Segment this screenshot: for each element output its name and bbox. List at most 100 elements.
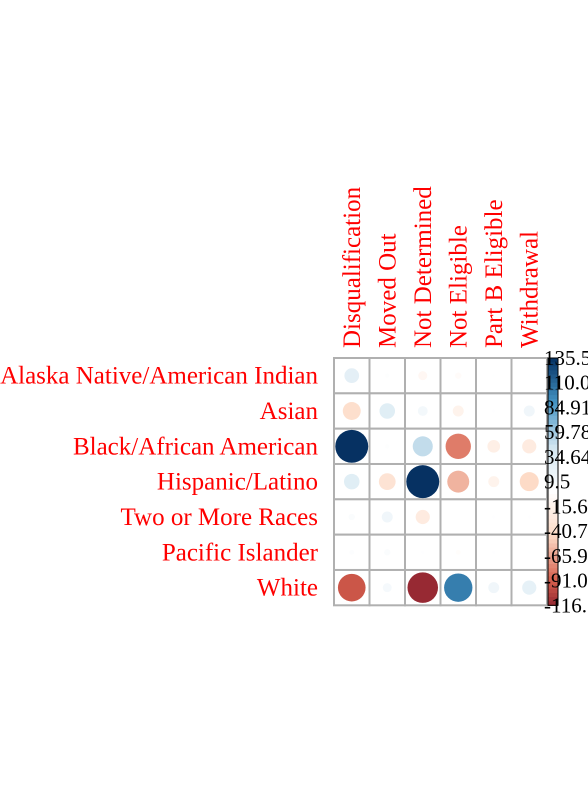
colorbar-segment bbox=[548, 440, 558, 446]
data-circle bbox=[349, 549, 355, 555]
row-label: White bbox=[257, 575, 318, 602]
colorbar-segment bbox=[548, 526, 558, 532]
column-labels: Disqualification Moved Out Not Determined N… bbox=[339, 186, 544, 348]
colorbar-segment bbox=[548, 481, 558, 487]
data-circle bbox=[445, 433, 471, 460]
row-label: Alaska Native/American Indian bbox=[0, 363, 318, 390]
colorbar-segment bbox=[548, 502, 558, 507]
row-labels: Alaska Native/American Indian Asian Black/… bbox=[0, 363, 319, 602]
data-circle bbox=[527, 515, 531, 519]
data-circle bbox=[418, 371, 428, 381]
colorbar-segment bbox=[548, 510, 558, 516]
colorbar-segment bbox=[548, 498, 558, 503]
data-circle bbox=[492, 550, 496, 554]
data-circle bbox=[407, 572, 439, 603]
data-circle bbox=[342, 402, 361, 420]
data-circle bbox=[421, 550, 425, 554]
colorbar-segment bbox=[548, 448, 558, 454]
colorbar-segment bbox=[548, 444, 558, 450]
data-circle bbox=[488, 582, 500, 594]
data-circle bbox=[384, 549, 391, 556]
colorbar-segment bbox=[548, 473, 558, 479]
colorbar-segment bbox=[548, 535, 558, 540]
data-circle bbox=[406, 465, 440, 499]
colorbar-segment bbox=[548, 465, 558, 470]
column-label: Disqualification bbox=[339, 186, 366, 348]
data-circle bbox=[343, 473, 360, 490]
data-circle bbox=[385, 444, 390, 449]
data-circle bbox=[379, 403, 396, 419]
column-label: Not Eligible bbox=[445, 225, 472, 348]
data-circle bbox=[444, 573, 473, 602]
grid-cell bbox=[475, 568, 513, 607]
row-label: Hispanic/Latino bbox=[157, 469, 318, 496]
data-circle bbox=[528, 374, 531, 377]
colorbar-segment bbox=[548, 423, 558, 429]
colorbar-segment bbox=[548, 374, 558, 380]
colorbar-segment bbox=[548, 580, 558, 586]
data-circle bbox=[348, 513, 355, 521]
column-label: Part B Eligible bbox=[481, 199, 508, 348]
colorbar-segment bbox=[548, 477, 558, 483]
data-circle bbox=[492, 515, 496, 519]
colorbar-segment bbox=[548, 419, 558, 425]
colorbar-tick-label: -15.6 bbox=[544, 494, 588, 518]
colorbar-segment bbox=[548, 399, 558, 404]
data-circle bbox=[382, 583, 392, 593]
colorbar-tick-label: 110.0 bbox=[544, 371, 588, 395]
colorbar-tick-label: -116. bbox=[544, 593, 587, 617]
colorbar-segment bbox=[548, 362, 558, 367]
column-label: Not Determined bbox=[410, 186, 437, 348]
row-label: Black/African American bbox=[73, 433, 319, 460]
row-label: Asian bbox=[260, 398, 319, 425]
colorbar-segment bbox=[548, 469, 558, 475]
colorbar-segment bbox=[548, 494, 558, 499]
colorbar-segment bbox=[548, 539, 558, 545]
colorbar-segment bbox=[548, 576, 558, 582]
colorbar-tick-label: 34.64 bbox=[544, 445, 588, 469]
row-label: Pacific Islander bbox=[162, 539, 319, 566]
data-circle bbox=[415, 509, 430, 525]
colorbar: 135.5110.084.9159.7834.649.5-15.6-40.7-6… bbox=[544, 346, 588, 617]
data-circle bbox=[455, 549, 461, 555]
data-circle bbox=[412, 436, 433, 457]
colorbar-segment bbox=[548, 390, 558, 396]
data-circle bbox=[455, 372, 462, 379]
colorbar-segment bbox=[548, 428, 558, 433]
colorbar-segment bbox=[548, 411, 558, 417]
data-circle bbox=[522, 580, 537, 595]
data-circle bbox=[457, 515, 460, 519]
data-circle bbox=[378, 473, 396, 491]
colorbar-segment bbox=[548, 366, 558, 371]
grid-cells bbox=[333, 357, 548, 607]
colorbar-segment bbox=[548, 568, 558, 573]
colorbar-segment bbox=[548, 531, 558, 536]
colorbar-segment bbox=[548, 584, 558, 590]
column-label: Withdrawal bbox=[516, 231, 543, 348]
colorbar-segment bbox=[548, 395, 558, 400]
colorbar-segment bbox=[548, 386, 558, 392]
colorbar-segment bbox=[548, 485, 558, 491]
colorbar-tick-label: 59.78 bbox=[544, 420, 588, 444]
data-circle bbox=[452, 405, 464, 417]
colorbar-segment bbox=[548, 436, 558, 442]
colorbar-tick-label: 9.5 bbox=[544, 470, 570, 494]
data-circle bbox=[417, 406, 428, 416]
colorbar-tick-label: 135.5 bbox=[544, 346, 588, 370]
colorbar-segment bbox=[548, 407, 558, 413]
colorbar-frame bbox=[547, 357, 559, 606]
grid-cell bbox=[510, 498, 548, 536]
colorbar-tick-label: -40.7 bbox=[544, 519, 588, 543]
colorbar-segment bbox=[548, 551, 558, 557]
colorbar-tick-label: -91.0 bbox=[544, 569, 588, 593]
data-circle bbox=[381, 511, 393, 523]
colorbar-segment bbox=[548, 522, 558, 528]
data-circles bbox=[335, 368, 539, 603]
data-circle bbox=[519, 472, 539, 492]
colorbar-segment bbox=[548, 382, 558, 388]
data-circle bbox=[335, 429, 369, 463]
colorbar-segment bbox=[548, 543, 558, 549]
colorbar-segment bbox=[548, 403, 558, 409]
colorbar-segment bbox=[548, 489, 558, 495]
column-label: Moved Out bbox=[374, 233, 401, 348]
